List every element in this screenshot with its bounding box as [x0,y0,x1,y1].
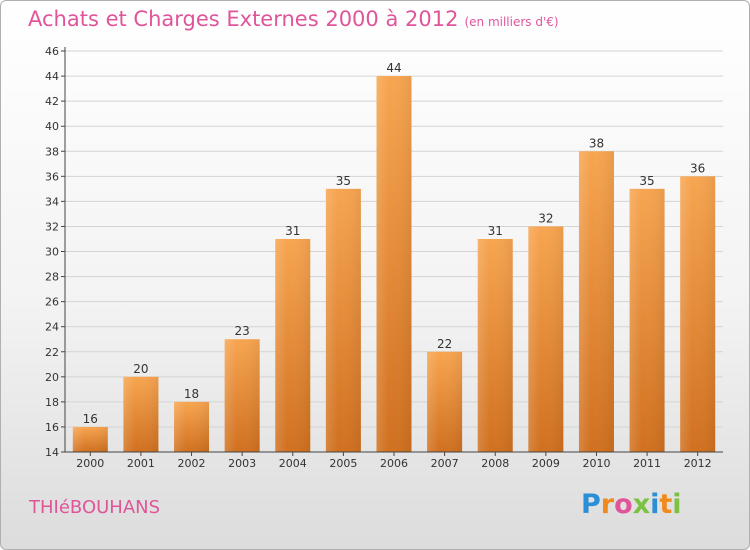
x-tick-label: 2009 [532,457,560,470]
bar-sheen [224,339,260,452]
bar-sheen [72,426,108,452]
chart-subtitle: (en milliers d'€) [464,15,559,29]
x-tick-label: 2008 [481,457,509,470]
value-label: 18 [184,387,199,401]
value-label: 23 [235,324,250,338]
y-tick-label: 30 [45,246,59,259]
y-tick-label: 26 [45,296,59,309]
place-name: THIéBOUHANS [29,497,161,518]
bar-sheen [427,351,463,452]
y-tick-label: 44 [45,70,59,83]
value-label: 32 [538,211,553,225]
y-tick-label: 22 [45,346,59,359]
value-label: 31 [285,224,300,238]
x-tick-label: 2007 [431,457,459,470]
y-tick-label: 24 [45,321,59,334]
x-tick-label: 2006 [380,457,408,470]
title-text: Achats et Charges Externes 2000 à 2012 [28,7,459,31]
y-tick-label: 32 [45,220,59,233]
y-tick-label: 36 [45,170,59,183]
y-tick-label: 28 [45,271,59,284]
x-tick-label: 2001 [127,457,155,470]
y-tick-label: 20 [45,371,59,384]
bar-sheen [477,238,513,452]
x-tick-label: 2000 [76,457,104,470]
chart-title: Achats et Charges Externes 2000 à 2012 (e… [28,7,559,31]
bar-sheen [325,188,361,452]
value-label: 35 [639,174,654,188]
bar-sheen [376,76,412,452]
y-tick-label: 38 [45,145,59,158]
value-label: 44 [386,61,401,75]
bar-sheen [275,238,311,452]
value-label: 31 [488,224,503,238]
y-tick-label: 34 [45,195,59,208]
x-tick-label: 2011 [633,457,661,470]
value-label: 22 [437,337,452,351]
x-tick-label: 2005 [329,457,357,470]
y-tick-label: 46 [45,45,59,58]
y-tick-label: 42 [45,95,59,108]
value-label: 38 [589,136,604,150]
proxiti-logo: Proxiti [581,489,682,520]
x-tick-label: 2003 [228,457,256,470]
axes: 14 16 18 20 22 24 26 28 30 32 34 36 38 40 42 44 46 2000 20… [45,45,723,470]
bar-sheen [629,188,665,452]
x-tick-label: 2010 [582,457,610,470]
y-tick-label: 14 [45,446,59,459]
y-tick-label: 16 [45,421,59,434]
value-label: 20 [133,362,148,376]
bars: 16 20 18 23 31 35 44 22 31 32 38 35 36 [72,61,716,452]
x-tick-label: 2002 [178,457,206,470]
bar-sheen [528,226,564,452]
bar-sheen [123,376,159,452]
value-label: 16 [83,412,98,426]
bar-sheen [174,401,210,452]
x-tick-label: 2004 [279,457,307,470]
bar-sheen [578,151,614,452]
value-label: 36 [690,161,705,175]
value-label: 35 [336,174,351,188]
x-tick-label: 2012 [684,457,712,470]
y-tick-label: 40 [45,120,59,133]
y-tick-label: 18 [45,396,59,409]
bar-sheen [680,176,716,452]
